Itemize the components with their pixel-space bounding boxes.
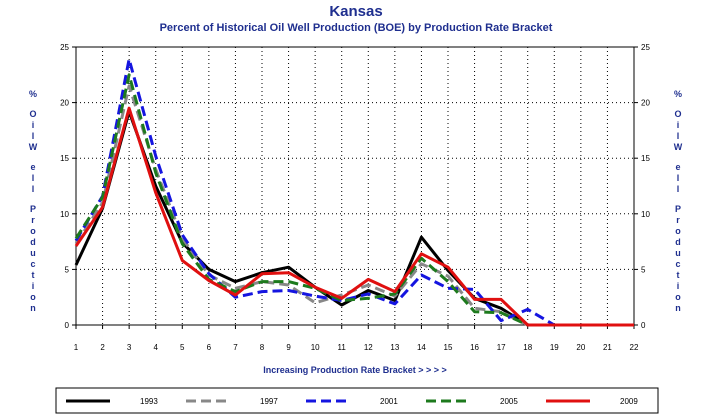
y-axis-title-char: l bbox=[677, 131, 680, 141]
y-axis-title-char: r bbox=[31, 215, 35, 225]
y-axis-title-char: O bbox=[674, 109, 681, 119]
y-axis-title-char: u bbox=[675, 248, 681, 258]
y-axis-title-char: d bbox=[675, 237, 681, 247]
series-line-2009 bbox=[74, 106, 634, 327]
y-tick-label-left: 20 bbox=[60, 99, 69, 108]
x-axis-title: Increasing Production Rate Bracket > > >… bbox=[263, 365, 447, 375]
y-axis-title-char: W bbox=[29, 142, 38, 152]
y-tick-label-left: 25 bbox=[60, 43, 69, 52]
axis-ticks bbox=[72, 46, 638, 329]
x-tick-label: 9 bbox=[286, 343, 291, 352]
legend-label-2001: 2001 bbox=[380, 397, 398, 406]
x-tick-label: 19 bbox=[550, 343, 559, 352]
y-axis-title-char: l bbox=[32, 184, 35, 194]
y-axis-title-char: P bbox=[675, 204, 681, 214]
y-axis-title-char: d bbox=[30, 237, 36, 247]
x-tick-label: 20 bbox=[576, 343, 585, 352]
y-axis-title-char: u bbox=[30, 248, 36, 258]
y-axis-title-char: l bbox=[677, 173, 680, 183]
x-tick-label: 17 bbox=[497, 343, 506, 352]
legend-label-1993: 1993 bbox=[140, 397, 158, 406]
x-tick-label: 21 bbox=[603, 343, 612, 352]
y-tick-labels-left: 0 5 10 15 20 25 bbox=[60, 43, 69, 330]
legend: 1993 1997 2001 2005 2009 bbox=[66, 397, 638, 406]
y-axis-title-char: n bbox=[675, 303, 681, 313]
x-tick-label: 8 bbox=[260, 343, 265, 352]
y-axis-title-char: o bbox=[675, 226, 681, 236]
series-line-1993 bbox=[74, 110, 634, 327]
x-tick-label: 3 bbox=[127, 343, 132, 352]
y-tick-label-left: 15 bbox=[60, 154, 69, 163]
y-axis-title-char: n bbox=[30, 303, 36, 313]
y-axis-title-char: l bbox=[32, 173, 35, 183]
y-tick-label-right: 10 bbox=[641, 210, 650, 219]
x-tick-label: 11 bbox=[338, 343, 347, 352]
x-tick-label: 1 bbox=[74, 343, 79, 352]
y-axis-title-char: e bbox=[675, 162, 680, 172]
y-axis-title-char: P bbox=[30, 204, 36, 214]
y-axis-title-char: i bbox=[677, 281, 680, 291]
y-tick-label-right: 20 bbox=[641, 99, 650, 108]
y-axis-title-char: i bbox=[677, 120, 680, 130]
y-axis-title-char: c bbox=[30, 259, 35, 269]
y-tick-label-left: 5 bbox=[65, 265, 70, 274]
y-axis-title-char: W bbox=[674, 142, 683, 152]
y-axis-title-char: % bbox=[29, 89, 37, 99]
y-tick-label-right: 0 bbox=[641, 321, 646, 330]
y-axis-title-char: o bbox=[30, 226, 36, 236]
y-axis-title-char: i bbox=[32, 120, 35, 130]
y-axis-title-char: c bbox=[675, 259, 680, 269]
series-lines bbox=[74, 57, 634, 327]
y-axis-title-char: l bbox=[677, 184, 680, 194]
y-axis-title-char: i bbox=[32, 281, 35, 291]
x-tick-label: 2 bbox=[100, 343, 105, 352]
x-tick-label: 12 bbox=[364, 343, 373, 352]
y-axis-title-char: r bbox=[676, 215, 680, 225]
y-tick-label-left: 10 bbox=[60, 210, 69, 219]
x-tick-label: 13 bbox=[390, 343, 399, 352]
x-tick-label: 15 bbox=[444, 343, 453, 352]
x-tick-label: 6 bbox=[207, 343, 212, 352]
y-axis-title-char: t bbox=[677, 270, 680, 280]
y-tick-label-left: 0 bbox=[65, 321, 70, 330]
legend-label-2005: 2005 bbox=[500, 397, 518, 406]
y-axis-title-char: t bbox=[32, 270, 35, 280]
x-tick-label: 16 bbox=[470, 343, 479, 352]
x-tick-label: 22 bbox=[630, 343, 639, 352]
chart-subtitle: Percent of Historical Oil Well Productio… bbox=[160, 22, 553, 34]
y-axis-title-char: O bbox=[29, 109, 36, 119]
x-tick-label: 4 bbox=[153, 343, 158, 352]
y-tick-labels-right: 0 5 10 15 20 25 bbox=[641, 43, 650, 330]
y-axis-title-char: o bbox=[30, 292, 36, 302]
chart-title: Kansas bbox=[329, 3, 382, 20]
series-line-2001 bbox=[74, 57, 634, 327]
y-tick-label-right: 5 bbox=[641, 265, 646, 274]
x-tick-label: 14 bbox=[417, 343, 426, 352]
plot-frame bbox=[75, 46, 635, 326]
legend-box bbox=[55, 387, 659, 414]
y-axis-title-char: l bbox=[32, 131, 35, 141]
y-axis-title-char: e bbox=[30, 162, 35, 172]
x-tick-labels: 1 2 3 4 5 6 7 8 9 10 11 12 13 14 15 16 17 18 19 20 21 22 bbox=[74, 343, 639, 352]
y-axis-title-char: % bbox=[674, 89, 682, 99]
x-tick-label: 10 bbox=[311, 343, 320, 352]
y-tick-label-right: 25 bbox=[641, 43, 650, 52]
legend-label-2009: 2009 bbox=[620, 397, 638, 406]
y-axis-title-char: o bbox=[675, 292, 681, 302]
y-tick-label-right: 15 bbox=[641, 154, 650, 163]
legend-label-1997: 1997 bbox=[260, 397, 278, 406]
x-tick-label: 5 bbox=[180, 343, 185, 352]
x-tick-label: 18 bbox=[523, 343, 532, 352]
x-tick-label: 7 bbox=[233, 343, 238, 352]
